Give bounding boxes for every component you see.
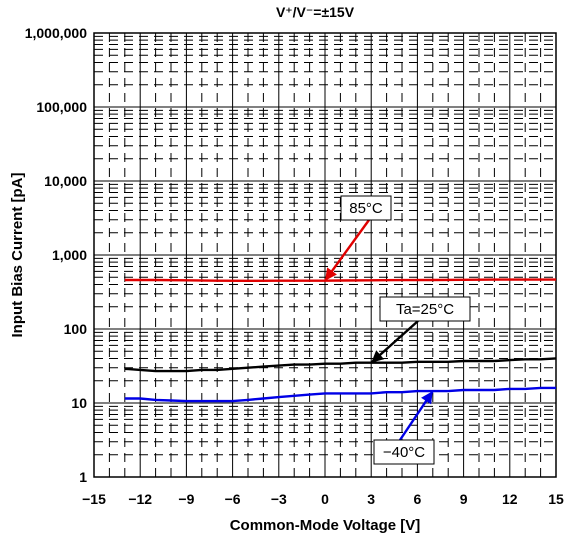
x-tick-label: −6 [225, 491, 241, 507]
annotation-label: −40°C [383, 444, 425, 461]
y-tick-labels: 1 10 100 1,000 10,000 100,000 1,000,000 [25, 25, 88, 485]
x-tick-label: 12 [502, 491, 518, 507]
annotation-box [340, 195, 392, 221]
annotation-box [373, 439, 435, 465]
x-tick-label: 3 [367, 491, 375, 507]
y-tick-label: 1,000,000 [25, 25, 87, 41]
series-line [124, 386, 556, 403]
y-tick-label: 1 [79, 469, 87, 485]
x-tick-label: 9 [460, 491, 468, 507]
y-tick-label: 10 [71, 395, 87, 411]
annotation-arrowhead [371, 350, 385, 363]
annotation-label: 85°C [349, 200, 383, 217]
x-axis-label: Common-Mode Voltage [V] [230, 517, 421, 534]
annotation-arrow-line [324, 219, 370, 282]
annotation-box [379, 296, 471, 322]
annotation-label: Ta=25°C [396, 301, 454, 318]
y-axis-label: Input Bias Current [pA] [9, 173, 26, 338]
chart-title: V⁺/V⁻=±15V [276, 4, 355, 20]
series-lines [124, 278, 557, 403]
y-tick-label: 100 [64, 321, 88, 337]
x-tick-label: 6 [414, 491, 422, 507]
x-tick-label: −9 [178, 491, 194, 507]
annotation-arrowhead [325, 267, 337, 281]
y-tick-label: 10,000 [44, 173, 87, 189]
x-tick-label: 0 [321, 491, 329, 507]
annotations: 85°C Ta=25°C −40°C [324, 195, 471, 465]
x-tick-label: 15 [548, 491, 564, 507]
y-tick-label: 1,000 [52, 247, 87, 263]
series-line [124, 278, 556, 282]
annotation-arrowhead [421, 391, 433, 405]
x-tick-labels: −15 −12 −9 −6 −3 0 3 6 9 12 15 [82, 491, 564, 507]
x-tick-label: −3 [271, 491, 287, 507]
grid [94, 33, 556, 477]
series-line [124, 357, 557, 373]
x-tick-label: −12 [128, 491, 152, 507]
x-tick-label: −15 [82, 491, 106, 507]
plot-frame [93, 32, 557, 478]
y-tick-label: 100,000 [36, 99, 87, 115]
